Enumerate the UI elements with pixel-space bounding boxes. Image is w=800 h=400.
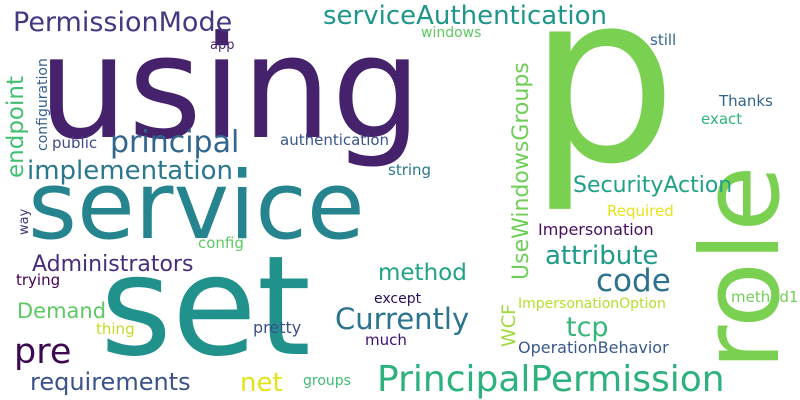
word-trying: trying <box>16 271 61 289</box>
word-app: app <box>210 38 235 53</box>
word-Demand: Demand <box>17 299 107 323</box>
word-still: still <box>650 31 677 49</box>
word-SecurityAction: SecurityAction <box>573 173 733 198</box>
word-serviceAuthentication: serviceAuthentication <box>323 1 607 31</box>
word-thing: thing <box>96 320 135 338</box>
word-using: using <box>38 6 422 171</box>
word-config: config <box>198 234 244 252</box>
word-Required: Required <box>607 202 674 220</box>
word-Thanks: Thanks <box>719 92 773 110</box>
word-service: service <box>28 152 365 261</box>
word-Currently: Currently <box>335 302 470 336</box>
word-method1: method1 <box>731 288 799 306</box>
word-way: way <box>17 208 32 235</box>
word-string: string <box>388 161 432 179</box>
word-WCF: WCF <box>498 304 520 347</box>
word-method: method <box>378 260 467 286</box>
word-except: except <box>374 291 422 307</box>
word-ImpersonationOption: ImpersonationOption <box>518 296 666 312</box>
word-Impersonation: Impersonation <box>538 220 654 239</box>
word-endpoint: endpoint <box>3 76 29 178</box>
word-principal: principal <box>110 125 240 160</box>
word-attribute: attribute <box>545 241 659 271</box>
word-set: set <box>100 226 311 387</box>
word-authentication: authentication <box>280 131 390 149</box>
word-requirements: requirements <box>30 368 191 396</box>
word-OperationBehavior: OperationBehavior <box>518 338 669 357</box>
word-configuration: configuration <box>35 58 51 151</box>
word-much: much <box>365 331 407 349</box>
word-net: net <box>240 368 283 398</box>
word-implementation: implementation <box>27 156 234 186</box>
word-p: p <box>528 0 678 216</box>
word-tcp: tcp <box>566 312 609 343</box>
word-pre: pre <box>14 332 72 372</box>
word-public: public <box>52 134 98 152</box>
word-Administrators: Administrators <box>32 252 194 277</box>
word-groups: groups <box>303 373 351 389</box>
word-pretty: pretty <box>253 318 302 337</box>
word-code: code <box>596 263 671 299</box>
word-PermissionMode: PermissionMode <box>13 7 233 38</box>
word-UseWindowsGroups: UseWindowsGroups <box>509 62 534 280</box>
word-PrincipalPermission: PrincipalPermission <box>377 359 725 400</box>
word-windows: windows <box>421 25 482 41</box>
word-exact: exact <box>701 110 743 128</box>
